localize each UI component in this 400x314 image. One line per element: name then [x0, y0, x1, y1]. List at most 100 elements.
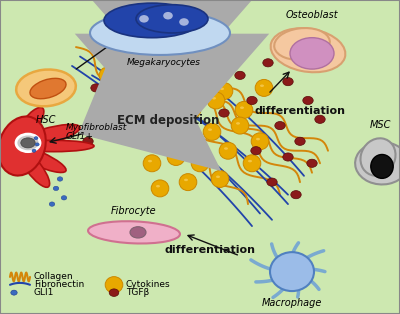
Text: Myofibroblast: Myofibroblast [66, 123, 127, 132]
Ellipse shape [274, 28, 330, 60]
Ellipse shape [16, 134, 40, 152]
Ellipse shape [111, 92, 129, 109]
Circle shape [295, 137, 305, 145]
Ellipse shape [105, 277, 123, 293]
Ellipse shape [136, 5, 208, 33]
Circle shape [283, 78, 293, 86]
Ellipse shape [143, 155, 161, 172]
Ellipse shape [156, 185, 160, 187]
Text: Collagen: Collagen [34, 273, 74, 281]
Ellipse shape [371, 154, 393, 178]
Circle shape [219, 109, 229, 117]
Ellipse shape [360, 138, 396, 176]
Text: differentiation: differentiation [164, 245, 256, 255]
Circle shape [83, 137, 93, 145]
Circle shape [235, 71, 245, 79]
Ellipse shape [208, 128, 212, 131]
Circle shape [247, 96, 257, 105]
Ellipse shape [251, 133, 269, 150]
Ellipse shape [243, 155, 261, 172]
Circle shape [251, 147, 261, 155]
Ellipse shape [224, 147, 228, 150]
Ellipse shape [240, 106, 244, 109]
Ellipse shape [143, 76, 161, 93]
Ellipse shape [99, 67, 117, 84]
Circle shape [11, 290, 17, 295]
Ellipse shape [355, 142, 400, 184]
Ellipse shape [207, 92, 225, 109]
Circle shape [315, 115, 325, 123]
Ellipse shape [128, 59, 132, 62]
Ellipse shape [236, 122, 240, 125]
Ellipse shape [270, 252, 314, 291]
Circle shape [267, 178, 277, 186]
Ellipse shape [18, 149, 50, 187]
Ellipse shape [116, 97, 120, 100]
Circle shape [283, 153, 293, 161]
Ellipse shape [140, 113, 144, 115]
Circle shape [32, 149, 36, 152]
Ellipse shape [260, 84, 264, 87]
Ellipse shape [184, 138, 188, 140]
Ellipse shape [10, 145, 66, 172]
Circle shape [61, 196, 67, 200]
Ellipse shape [179, 174, 197, 191]
Circle shape [49, 202, 55, 206]
Ellipse shape [159, 92, 177, 109]
Text: Fibronectin: Fibronectin [34, 280, 84, 289]
Text: ECM deposition: ECM deposition [117, 114, 219, 127]
Circle shape [179, 18, 189, 26]
Circle shape [163, 12, 173, 19]
Ellipse shape [12, 124, 80, 149]
Ellipse shape [104, 72, 108, 74]
Ellipse shape [148, 160, 152, 162]
Circle shape [34, 137, 38, 140]
Circle shape [53, 186, 59, 191]
Ellipse shape [219, 142, 237, 159]
Circle shape [51, 167, 57, 172]
Ellipse shape [212, 97, 216, 100]
Ellipse shape [290, 38, 334, 69]
Text: GLI1: GLI1 [34, 288, 54, 297]
Ellipse shape [167, 57, 185, 74]
Text: HSC: HSC [36, 115, 56, 125]
Ellipse shape [211, 171, 229, 187]
Circle shape [275, 122, 285, 130]
Ellipse shape [172, 62, 176, 65]
Ellipse shape [90, 11, 230, 55]
Text: Macrophage: Macrophage [262, 298, 322, 308]
Circle shape [35, 143, 39, 146]
Ellipse shape [216, 176, 220, 178]
Text: MSC: MSC [369, 120, 391, 130]
Circle shape [139, 15, 149, 23]
Text: TGFβ: TGFβ [126, 288, 149, 297]
Ellipse shape [231, 117, 249, 134]
Ellipse shape [16, 107, 44, 141]
Ellipse shape [130, 227, 146, 238]
Ellipse shape [104, 3, 200, 38]
Text: GLI1+: GLI1+ [66, 132, 94, 141]
Ellipse shape [255, 79, 273, 96]
Text: Osteoblast: Osteoblast [286, 10, 338, 20]
Ellipse shape [21, 138, 35, 148]
Ellipse shape [164, 97, 168, 100]
Ellipse shape [196, 75, 200, 78]
Ellipse shape [188, 106, 192, 109]
Ellipse shape [256, 138, 260, 140]
Ellipse shape [0, 116, 46, 176]
Circle shape [57, 177, 63, 181]
Ellipse shape [16, 69, 76, 106]
Ellipse shape [148, 81, 152, 84]
Ellipse shape [123, 54, 141, 71]
Circle shape [263, 59, 273, 67]
Ellipse shape [271, 28, 345, 72]
Ellipse shape [183, 101, 201, 118]
Ellipse shape [160, 128, 164, 131]
Circle shape [303, 96, 313, 105]
Ellipse shape [184, 179, 188, 181]
Ellipse shape [136, 135, 140, 137]
Ellipse shape [179, 133, 197, 150]
Ellipse shape [235, 101, 253, 118]
Circle shape [291, 191, 301, 199]
Text: Cytokines: Cytokines [126, 280, 171, 289]
